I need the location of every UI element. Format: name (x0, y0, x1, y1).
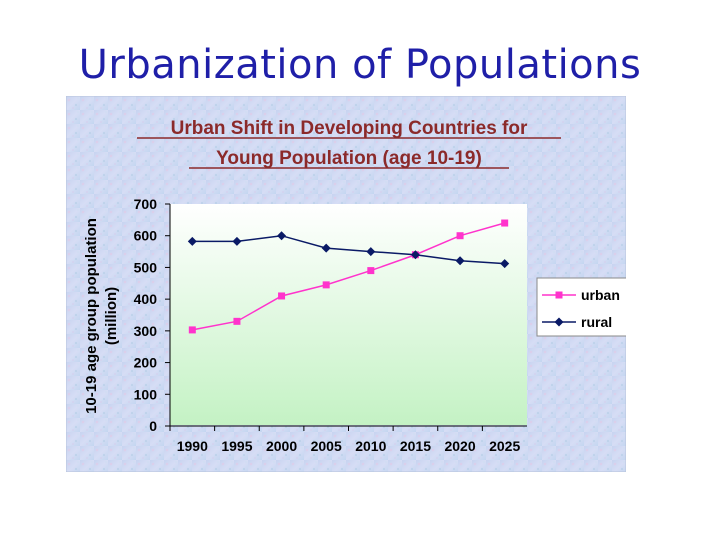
x-tick-label: 2010 (355, 438, 386, 454)
series-layer (187, 219, 510, 334)
x-tick-label: 1990 (177, 438, 208, 454)
data-point-urban (233, 317, 241, 325)
chart-title-line-2: Young Population (age 10-19) (216, 148, 482, 169)
data-point-urban (188, 326, 196, 334)
series-urban (188, 219, 509, 334)
y-tick-label: 400 (134, 291, 158, 307)
data-point-urban (367, 267, 375, 275)
data-point-rural (321, 243, 331, 253)
data-point-rural (455, 256, 465, 266)
y-tick-label: 200 (134, 355, 158, 371)
legend-item-urban: urban (542, 287, 620, 303)
data-point-rural (500, 259, 510, 269)
y-axis-label-line-1: 10-19 age group population (83, 218, 100, 414)
legend-label-rural: rural (581, 314, 612, 330)
legend-marker-rural (554, 317, 564, 327)
x-tick-label: 2015 (400, 438, 431, 454)
legend-label-urban: urban (581, 287, 620, 303)
data-point-urban (501, 219, 509, 227)
data-point-rural (187, 236, 197, 246)
plot-area (170, 204, 527, 425)
y-ticks: 0 100 200 300 400 500 600 700 (134, 196, 170, 434)
y-axis-label-line-2: (million) (103, 287, 120, 345)
chart-title-line-1: Urban Shift in Developing Countries for (171, 118, 528, 139)
y-tick-label: 700 (134, 196, 158, 212)
y-tick-label: 0 (149, 418, 157, 434)
legend: urban rural (536, 277, 628, 337)
x-tick-label: 2000 (266, 438, 297, 454)
legend-item-rural: rural (542, 314, 612, 330)
chart: Urban Shift in Developing Countries for … (65, 95, 628, 473)
slide-title: Urbanization of Populations (78, 42, 642, 88)
x-tick-label: 2025 (489, 438, 520, 454)
y-tick-label: 500 (134, 259, 158, 275)
y-axis-label: 10-19 age group population (million) (83, 218, 120, 414)
y-tick-label: 300 (134, 323, 158, 339)
series-line-urban (192, 222, 505, 331)
data-point-urban (456, 232, 464, 240)
x-tick-label: 2020 (444, 438, 475, 454)
data-point-rural (232, 236, 242, 246)
x-tick-label: 1995 (221, 438, 252, 454)
data-point-urban (322, 281, 330, 289)
chart-panel: Urban Shift in Developing Countries for … (65, 95, 628, 473)
y-tick-label: 100 (134, 386, 158, 402)
x-ticks: 1990 1995 2000 2005 2010 2015 2020 2025 (169, 426, 520, 454)
legend-marker-urban (555, 291, 563, 299)
x-tick-label: 2005 (311, 438, 342, 454)
data-point-rural (410, 250, 420, 260)
series-rural (187, 231, 510, 269)
data-point-rural (277, 231, 287, 241)
data-point-rural (366, 247, 376, 257)
series-line-rural (192, 234, 505, 265)
data-point-urban (278, 292, 286, 300)
y-tick-label: 600 (134, 228, 158, 244)
legend-box (536, 277, 628, 337)
